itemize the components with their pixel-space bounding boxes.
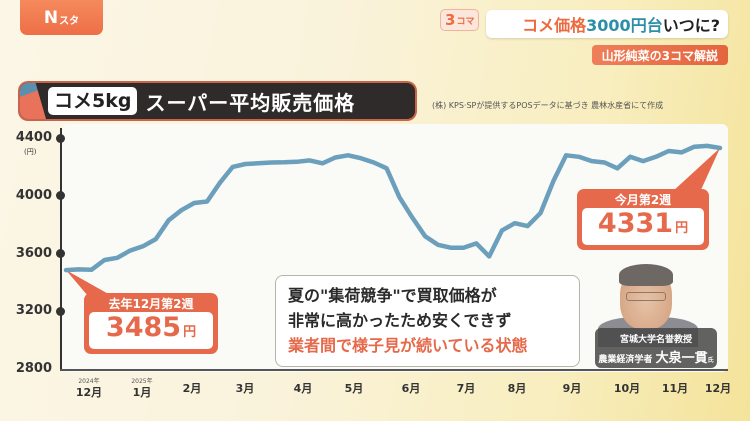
x-tick-label: 12月 — [704, 382, 732, 395]
start-price-callout: 去年12月第2週 3485 円 — [84, 293, 218, 354]
x-tick-year: 2025年 — [131, 378, 153, 385]
y-tick-label: 4400 — [15, 130, 52, 145]
x-tick-label: 12月 — [75, 386, 103, 399]
hair — [619, 264, 673, 286]
x-tick-label: 4月 — [293, 382, 313, 395]
headline-part3: いつに? — [662, 16, 720, 35]
x-tick-label: 5月 — [344, 382, 364, 395]
chart-title-bar: コメ5kg スーパー平均販売価格 — [20, 83, 415, 119]
logo-main: N — [43, 7, 59, 28]
title-pill: コメ5kg — [48, 87, 138, 115]
y-tick-dot — [56, 191, 65, 201]
expert-comment-bubble: 夏の"集荷競争"で買取価格が 非常に高かったため安くできず 業者間で様子見が続い… — [275, 275, 580, 367]
headline: コメ価格 3000円台 いつに? — [486, 10, 728, 38]
y-tick-label: 4000 — [15, 187, 52, 203]
x-tick-label: 8月 — [507, 382, 527, 395]
y-tick-label: 3600 — [15, 245, 52, 261]
end-price-callout: 今月第2週 4331 円 — [577, 189, 709, 250]
x-tick-label: 7月 — [456, 382, 476, 395]
source-note: (株) KPS·SPが提供するPOSデータに基づき 農林水産省にて作成 — [432, 101, 664, 110]
end-callout-label: 今月第2週 — [614, 193, 672, 207]
title-decoration — [20, 83, 46, 119]
badge-suffix: コマ — [456, 16, 475, 27]
x-tick-year: 2024年 — [78, 378, 100, 385]
start-callout-value: 3485 円 — [89, 312, 213, 349]
program-logo: N スタ — [20, 0, 103, 35]
glasses-icon — [626, 292, 666, 301]
end-callout-value: 4331 円 — [582, 208, 704, 245]
expert-role: 宮城大学名誉教授 — [619, 335, 692, 345]
start-unit: 円 — [183, 325, 197, 340]
y-tick-label: 2800 — [15, 361, 52, 376]
y-tick-dot — [56, 306, 65, 316]
expert-nameplate: 宮城大学名誉教授 農業経済学者 大泉一貫氏 — [595, 328, 717, 368]
x-tick-label: 6月 — [401, 382, 421, 395]
start-value: 3485 — [105, 312, 182, 343]
x-tick-label: 3月 — [235, 382, 255, 395]
x-tick-label: 10月 — [613, 382, 641, 395]
expert-name-line: 農業経済学者 大泉一貫氏 — [595, 347, 717, 366]
end-unit: 円 — [675, 221, 689, 236]
title-text: スーパー平均販売価格 — [145, 90, 356, 115]
expert-name: 大泉一貫 — [655, 351, 708, 366]
start-callout-label: 去年12月第2週 — [108, 297, 194, 311]
expert-photo: 宮城大学名誉教授 農業経済学者 大泉一貫氏 — [590, 262, 720, 369]
comment-line3: 業者間で様子見が続いている状態 — [288, 336, 528, 355]
comment-line2: 非常に高かったため安くできず — [288, 311, 512, 330]
y-unit: (円) — [24, 148, 37, 156]
expert-suffix: 氏 — [707, 357, 714, 364]
subheadline: 山形純菜の3コマ解説 — [591, 45, 728, 65]
x-tick-label: 1月 — [132, 386, 152, 399]
end-value: 4331 — [597, 208, 674, 239]
x-tick-label: 2月 — [182, 382, 202, 395]
three-panel-badge: 3 コマ — [440, 9, 480, 31]
y-tick-label: 3200 — [15, 303, 52, 319]
expert-field: 農業経済学者 — [598, 355, 653, 365]
y-tick-dot — [56, 249, 65, 258]
headline-part2: 3000円台 — [586, 16, 663, 35]
x-axis — [60, 369, 728, 371]
y-tick-dot — [56, 133, 65, 143]
headline-part1: コメ価格 — [522, 16, 587, 35]
x-tick-label: 9月 — [562, 382, 582, 395]
badge-number: 3 — [445, 11, 456, 29]
comment-line1: 夏の"集荷競争"で買取価格が — [288, 286, 497, 305]
x-tick-label: 11月 — [661, 382, 689, 395]
logo-small: スタ — [59, 15, 80, 27]
